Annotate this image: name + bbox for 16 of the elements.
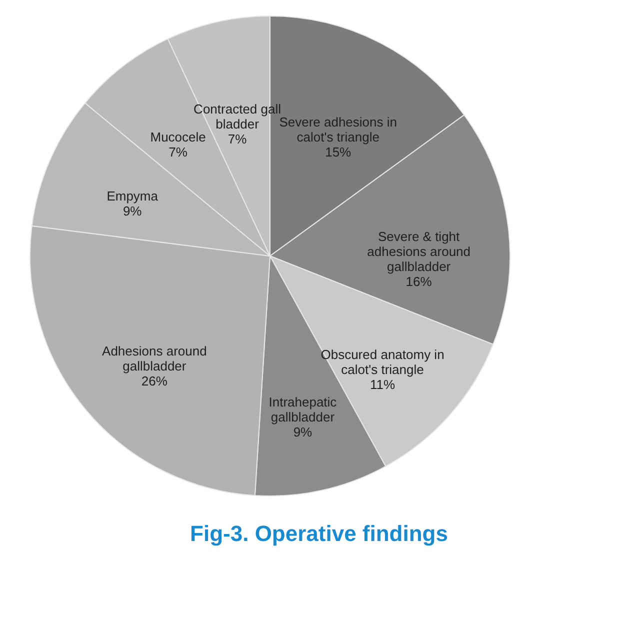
data-label: 9% (122, 203, 142, 218)
slice-label: Empyma (106, 188, 159, 204)
data-label: 7% (168, 144, 188, 160)
slice-label: Intrahepatic gallbladder (268, 394, 338, 424)
slice-label: Mucocele (150, 129, 206, 144)
data-label: 16% (406, 274, 432, 290)
data-label: 9% (293, 424, 313, 440)
text: Fig-3. Operative findings (190, 521, 448, 546)
data-label: 7% (228, 132, 248, 147)
data-label: 26% (141, 374, 168, 389)
slice-label: Severe & tight adhesions around gallbladder (367, 229, 470, 274)
data-label: 15% (325, 144, 352, 160)
data-label: 11% (370, 377, 396, 392)
slice-label: Severe adhesions in calot's triangle (279, 114, 398, 144)
slice-label: Adhesions around gallbladder (102, 344, 207, 374)
slice-label: Obscured anatomy in calot's triangle (320, 347, 444, 378)
